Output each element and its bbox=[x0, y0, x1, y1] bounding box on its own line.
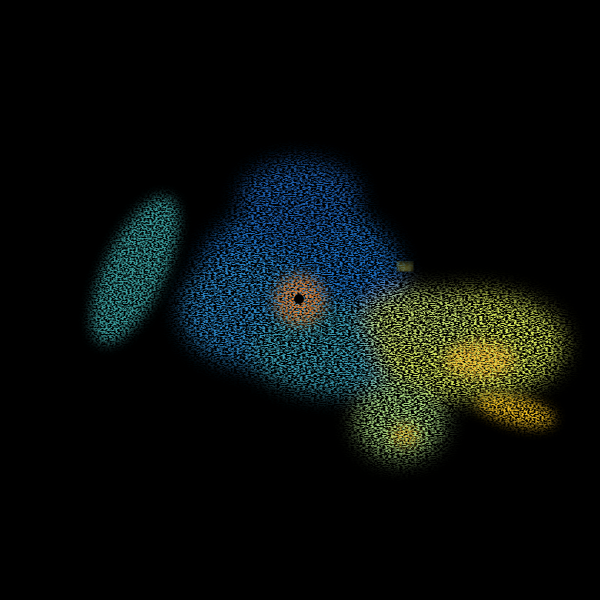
west-band bbox=[91, 196, 179, 344]
echo-green-south bbox=[355, 380, 445, 460]
radar-site bbox=[294, 294, 304, 304]
echo-yellow-mid bbox=[365, 290, 475, 350]
core-south bbox=[391, 425, 419, 445]
band-halo bbox=[91, 196, 179, 344]
core-east bbox=[445, 342, 515, 378]
echo-blue-north bbox=[240, 160, 360, 240]
echo-arc bbox=[396, 261, 414, 272]
core-southeast bbox=[476, 392, 554, 428]
